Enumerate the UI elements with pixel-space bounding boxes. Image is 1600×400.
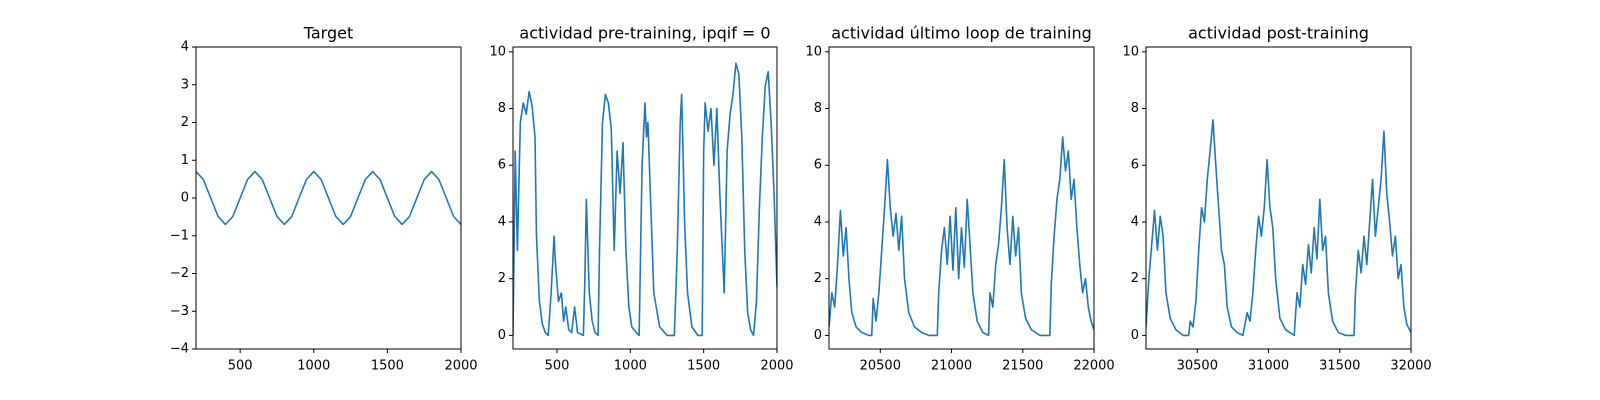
x-tick-label: 2000 (444, 359, 477, 374)
y-tick-label: −3 (170, 304, 189, 319)
y-tick-label: 0 (498, 328, 506, 343)
activity-line (196, 170, 461, 226)
subplot-title: Target (303, 24, 354, 43)
x-tick-label: 2000 (760, 359, 793, 374)
y-tick-label: −2 (170, 266, 189, 281)
y-tick-label: 4 (181, 40, 189, 55)
y-tick-label: 10 (805, 44, 822, 59)
y-tick-label: 4 (814, 214, 822, 229)
axes-frame (195, 46, 462, 350)
y-tick-label: 4 (498, 214, 506, 229)
y-tick-label: 0 (814, 328, 822, 343)
x-tick-label: 1000 (297, 359, 330, 374)
y-tick-label: 2 (498, 271, 506, 286)
y-tick-label: 6 (814, 158, 822, 173)
y-tick-label: 2 (814, 271, 822, 286)
y-tick-label: 4 (1131, 214, 1139, 229)
x-tick-label: 30500 (1177, 359, 1218, 374)
y-tick-label: 6 (1131, 158, 1139, 173)
y-tick-label: 10 (1122, 44, 1139, 59)
activity-line (1146, 119, 1411, 337)
y-tick-label: −1 (170, 228, 189, 243)
y-tick-label: 2 (181, 115, 189, 130)
x-tick-label: 21500 (1002, 359, 1043, 374)
x-tick-label: 500 (228, 359, 253, 374)
x-tick-label: 21000 (931, 359, 972, 374)
subplot-title: actividad post-training (1188, 24, 1369, 43)
y-tick-label: 3 (181, 77, 189, 92)
x-tick-label: 500 (545, 359, 570, 374)
y-tick-label: 8 (814, 101, 822, 116)
y-tick-label: 8 (498, 101, 506, 116)
activity-line (513, 62, 777, 337)
subplot-title: actividad último loop de training (831, 24, 1092, 43)
x-tick-label: 1000 (614, 359, 647, 374)
y-tick-label: 8 (1131, 101, 1139, 116)
y-tick-label: 10 (489, 44, 506, 59)
axes-frame (1145, 46, 1412, 350)
x-tick-label: 31500 (1319, 359, 1360, 374)
x-tick-label: 22000 (1073, 359, 1114, 374)
activity-line (829, 136, 1094, 337)
subplot-title: actividad pre-training, ipqif = 0 (519, 24, 770, 43)
axes-frame (512, 46, 778, 350)
axes-frame (828, 46, 1095, 350)
y-tick-label: 0 (1131, 328, 1139, 343)
y-tick-label: −4 (170, 342, 189, 357)
x-tick-label: 20500 (860, 359, 901, 374)
y-tick-label: 0 (181, 191, 189, 206)
y-tick-label: 2 (1131, 271, 1139, 286)
x-tick-label: 1500 (371, 359, 404, 374)
x-tick-label: 31000 (1248, 359, 1289, 374)
y-tick-label: 1 (181, 153, 189, 168)
y-tick-label: 6 (498, 158, 506, 173)
x-tick-label: 1500 (687, 359, 720, 374)
x-tick-label: 32000 (1390, 359, 1431, 374)
